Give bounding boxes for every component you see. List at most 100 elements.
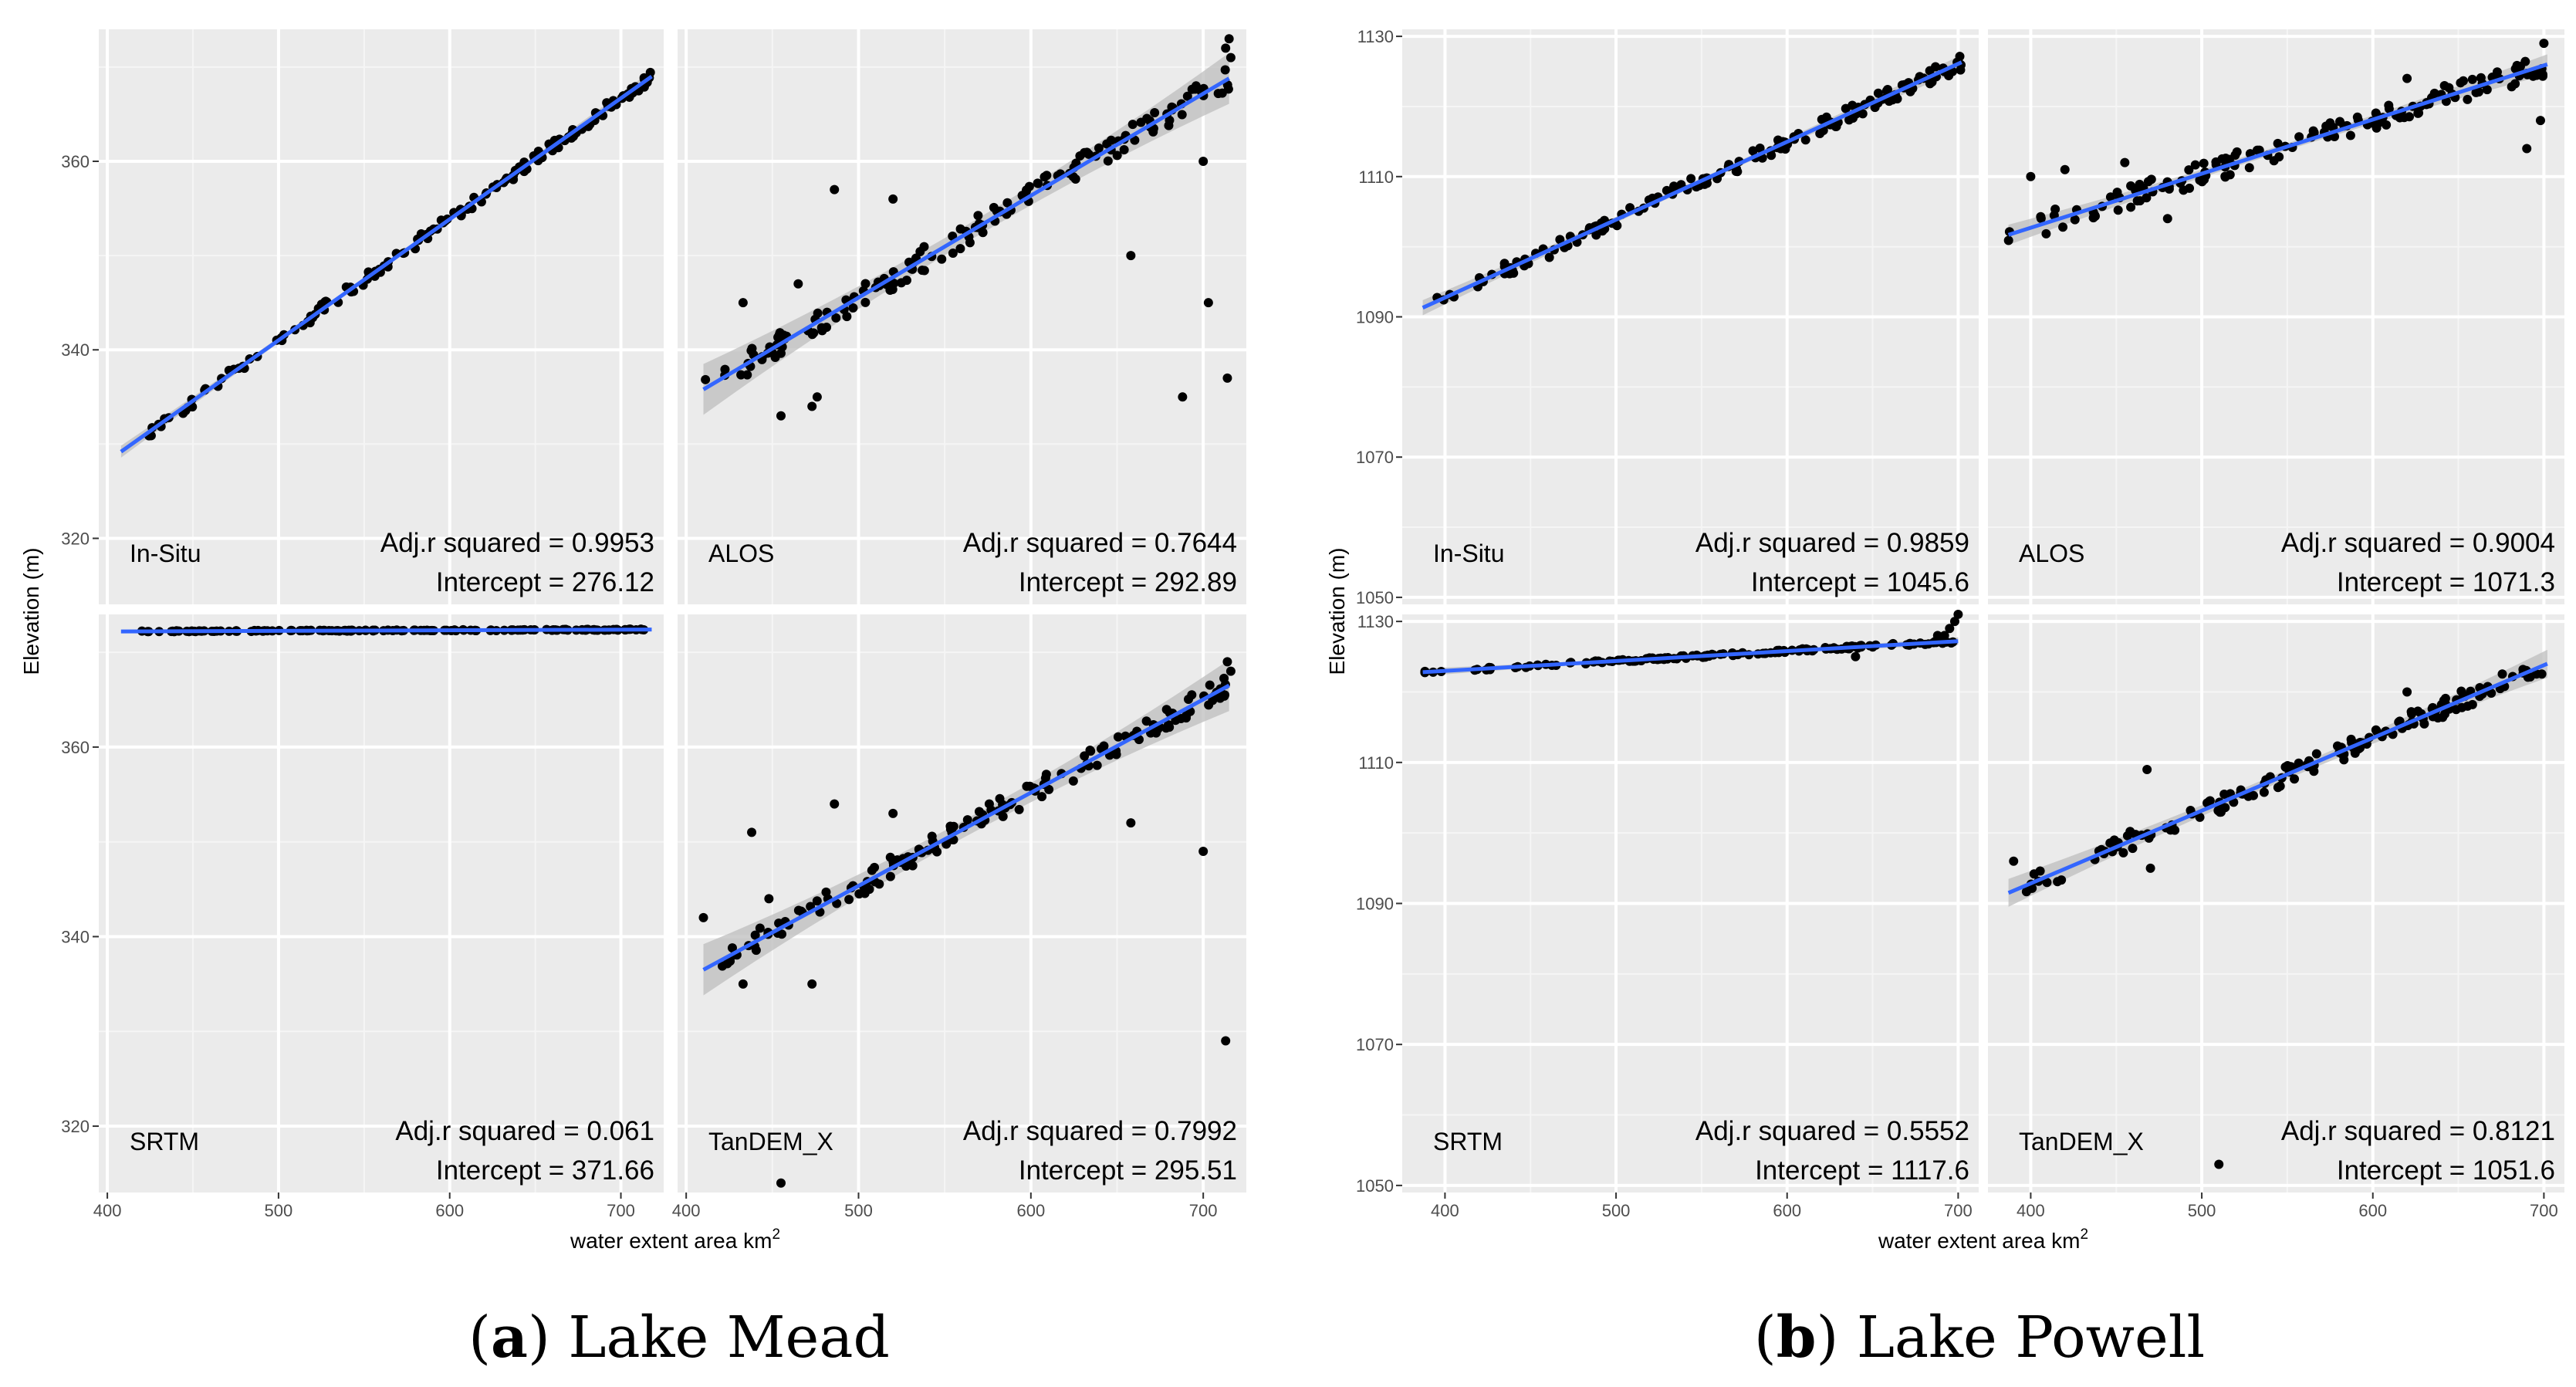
data-point xyxy=(2126,181,2136,191)
data-point xyxy=(1080,751,1090,761)
data-point xyxy=(2290,774,2300,784)
x-tick-label: 600 xyxy=(2358,1201,2387,1220)
data-point xyxy=(1182,91,1192,101)
data-point xyxy=(864,885,874,895)
x-tick-label: 700 xyxy=(1189,1201,1218,1220)
x-axis-label: water extent area km2 xyxy=(570,1226,780,1253)
data-point xyxy=(750,930,760,940)
data-point xyxy=(854,889,864,899)
data-point xyxy=(2126,202,2136,212)
data-point xyxy=(2118,847,2128,858)
data-point xyxy=(2419,719,2429,729)
data-point xyxy=(2439,81,2449,91)
data-point xyxy=(1949,617,1959,627)
data-point xyxy=(1686,174,1696,184)
data-point xyxy=(1092,760,1102,770)
data-point xyxy=(1070,174,1080,184)
data-point xyxy=(2334,117,2344,127)
data-point xyxy=(2406,707,2416,717)
data-point xyxy=(888,808,898,818)
x-axis-label-text: water extent area km xyxy=(1878,1229,2080,1253)
data-point xyxy=(2345,130,2355,140)
panel-background xyxy=(99,614,664,1192)
data-point xyxy=(747,343,757,354)
data-point xyxy=(2041,228,2051,238)
data-point xyxy=(727,943,737,953)
data-point xyxy=(2221,154,2231,164)
data-point xyxy=(2429,88,2439,98)
regression-line xyxy=(702,683,1230,972)
data-point xyxy=(2325,121,2335,131)
data-point xyxy=(751,946,761,956)
facet-label: In-Situ xyxy=(130,540,201,567)
data-point xyxy=(2057,875,2067,885)
data-point xyxy=(1126,251,1136,261)
intercept-label: Intercept = 295.51 xyxy=(1019,1155,1237,1186)
data-point xyxy=(830,799,840,809)
y-tick-label: 1090 xyxy=(1356,895,1394,914)
y-tick-label: 340 xyxy=(61,927,90,946)
x-tick-label: 600 xyxy=(1016,1201,1045,1220)
intercept-label: Intercept = 276.12 xyxy=(436,567,654,597)
data-point xyxy=(2190,160,2200,170)
data-point xyxy=(793,279,803,289)
data-point xyxy=(2294,132,2304,142)
data-point xyxy=(2244,163,2254,173)
data-point xyxy=(2058,222,2068,232)
data-point xyxy=(812,896,822,906)
data-point xyxy=(955,244,965,254)
data-point xyxy=(2510,79,2520,89)
data-point xyxy=(870,862,880,872)
data-point xyxy=(2162,214,2172,224)
data-point xyxy=(998,811,1008,821)
data-point xyxy=(1198,156,1209,166)
y-tick-label: 360 xyxy=(61,152,90,171)
data-point xyxy=(1817,114,1827,124)
y-tick-label: 1130 xyxy=(1357,27,1394,46)
y-tick-label: 340 xyxy=(61,340,90,360)
data-point xyxy=(1203,298,1213,308)
data-point xyxy=(807,330,817,340)
x-tick-label: 600 xyxy=(1773,1201,1801,1220)
facet-label: TanDEM_X xyxy=(2019,1128,2144,1155)
data-point xyxy=(2539,39,2549,49)
data-point xyxy=(2311,749,2321,759)
data-point xyxy=(860,297,870,307)
data-point xyxy=(698,912,708,922)
data-point xyxy=(973,211,983,221)
adj-r-squared-label: Adj.r squared = 0.9859 xyxy=(1695,528,1969,558)
data-point xyxy=(645,67,655,77)
data-point xyxy=(2275,781,2285,791)
adj-r-squared-label: Adj.r squared = 0.9953 xyxy=(380,528,654,558)
y-axis-label: Elevation (m) xyxy=(1325,548,1349,675)
data-point xyxy=(927,831,937,841)
data-point xyxy=(1177,110,1187,120)
regression-line xyxy=(2007,661,2548,895)
data-point xyxy=(1815,129,1825,139)
data-point xyxy=(2125,827,2135,837)
data-point xyxy=(1932,631,1942,641)
x-tick-label: 400 xyxy=(2017,1201,2045,1220)
data-point xyxy=(937,254,947,264)
data-point xyxy=(1222,657,1232,667)
facet-label: SRTM xyxy=(130,1128,199,1155)
data-point xyxy=(2382,120,2392,130)
facet-label: ALOS xyxy=(708,540,774,567)
data-point xyxy=(2456,78,2466,88)
data-point xyxy=(2520,56,2530,66)
data-point xyxy=(1085,746,1095,756)
data-point xyxy=(848,303,858,313)
y-tick-label: 320 xyxy=(61,529,90,549)
adj-r-squared-label: Adj.r squared = 0.8121 xyxy=(2281,1116,2555,1146)
y-tick-label: 1070 xyxy=(1356,448,1394,467)
data-point xyxy=(885,871,895,881)
data-point xyxy=(887,285,898,295)
data-point xyxy=(2535,116,2545,126)
data-point xyxy=(1733,167,1743,177)
data-point xyxy=(1222,373,1232,383)
data-point xyxy=(1953,610,1963,619)
data-point xyxy=(2274,152,2284,162)
data-point xyxy=(2219,789,2229,799)
data-point xyxy=(1014,804,1024,814)
data-point xyxy=(1224,34,1234,44)
